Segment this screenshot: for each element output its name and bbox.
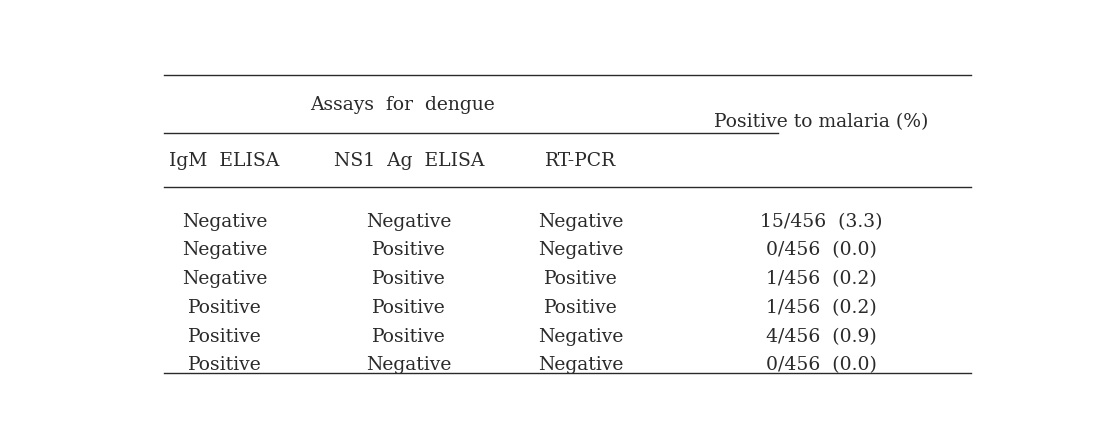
Text: 4/456  (0.9): 4/456 (0.9) bbox=[766, 327, 876, 345]
Text: NS1  Ag  ELISA: NS1 Ag ELISA bbox=[334, 152, 484, 170]
Text: Assays  for  dengue: Assays for dengue bbox=[310, 96, 495, 114]
Text: Negative: Negative bbox=[367, 356, 452, 374]
Text: Positive: Positive bbox=[372, 298, 445, 316]
Text: Negative: Negative bbox=[182, 212, 267, 230]
Text: Negative: Negative bbox=[538, 212, 624, 230]
Text: Positive: Positive bbox=[187, 298, 261, 316]
Text: IgM  ELISA: IgM ELISA bbox=[170, 152, 279, 170]
Text: Positive: Positive bbox=[372, 327, 445, 345]
Text: Negative: Negative bbox=[538, 356, 624, 374]
Text: Negative: Negative bbox=[367, 212, 452, 230]
Text: Positive: Positive bbox=[544, 269, 617, 287]
Text: Positive to malaria (%): Positive to malaria (%) bbox=[714, 113, 929, 131]
Text: 15/456  (3.3): 15/456 (3.3) bbox=[760, 212, 882, 230]
Text: Positive: Positive bbox=[187, 327, 261, 345]
Text: Negative: Negative bbox=[182, 269, 267, 287]
Text: Positive: Positive bbox=[372, 241, 445, 259]
Text: 1/456  (0.2): 1/456 (0.2) bbox=[766, 269, 876, 287]
Text: RT-PCR: RT-PCR bbox=[545, 152, 616, 170]
Text: 0/456  (0.0): 0/456 (0.0) bbox=[766, 356, 876, 374]
Text: Positive: Positive bbox=[187, 356, 261, 374]
Text: Negative: Negative bbox=[538, 241, 624, 259]
Text: Negative: Negative bbox=[538, 327, 624, 345]
Text: 0/456  (0.0): 0/456 (0.0) bbox=[766, 241, 876, 259]
Text: Negative: Negative bbox=[182, 241, 267, 259]
Text: Positive: Positive bbox=[544, 298, 617, 316]
Text: Positive: Positive bbox=[372, 269, 445, 287]
Text: 1/456  (0.2): 1/456 (0.2) bbox=[766, 298, 876, 316]
